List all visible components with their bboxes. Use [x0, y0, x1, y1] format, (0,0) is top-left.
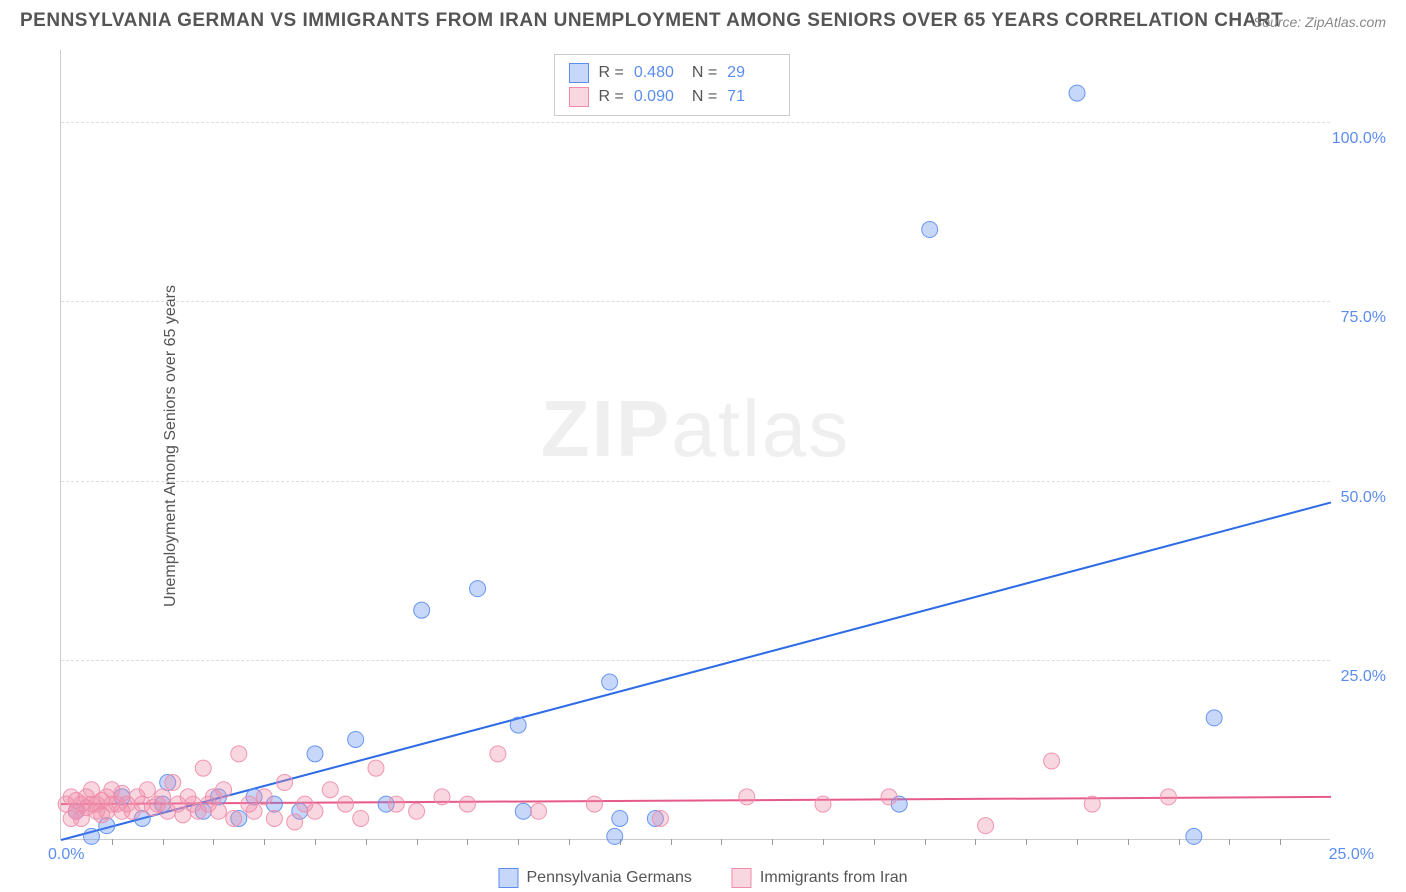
scatter-point	[490, 746, 506, 762]
scatter-point	[337, 796, 353, 812]
legend-swatch-2	[732, 868, 752, 888]
stats-legend-box: R = 0.480 N = 29 R = 0.090 N = 71	[553, 54, 790, 116]
scatter-point	[165, 775, 181, 791]
stats-row-2: R = 0.090 N = 71	[568, 85, 775, 109]
scatter-point	[470, 581, 486, 597]
scatter-point	[210, 803, 226, 819]
scatter-point	[881, 789, 897, 805]
scatter-point	[322, 782, 338, 798]
plot-area: ZIPatlas R = 0.480 N = 29 R = 0.090 N = …	[60, 50, 1330, 840]
scatter-point	[515, 803, 531, 819]
scatter-point	[1044, 753, 1060, 769]
swatch-series-2	[568, 87, 588, 107]
r-value-2: 0.090	[634, 88, 682, 106]
bottom-legend: Pennsylvania Germans Immigrants from Ira…	[498, 868, 907, 888]
scatter-point	[652, 810, 668, 826]
scatter-point	[388, 796, 404, 812]
scatter-point	[353, 810, 369, 826]
scatter-point	[510, 717, 526, 733]
scatter-point	[1084, 796, 1100, 812]
legend-label-2: Immigrants from Iran	[760, 869, 908, 887]
scatter-point	[231, 746, 247, 762]
chart-title: PENNSYLVANIA GERMAN VS IMMIGRANTS FROM I…	[20, 10, 1283, 32]
scatter-svg	[61, 50, 1330, 839]
ytick-label: 50.0%	[1341, 489, 1386, 507]
scatter-point	[287, 814, 303, 830]
scatter-point	[434, 789, 450, 805]
stats-row-1: R = 0.480 N = 29	[568, 61, 775, 85]
scatter-point	[607, 828, 623, 844]
legend-label-1: Pennsylvania Germans	[526, 869, 691, 887]
x-end-label: 25.0%	[1329, 846, 1374, 864]
scatter-point	[226, 810, 242, 826]
scatter-point	[531, 803, 547, 819]
legend-item-2: Immigrants from Iran	[732, 868, 908, 888]
scatter-point	[1069, 85, 1085, 101]
scatter-point	[348, 731, 364, 747]
scatter-point	[459, 796, 475, 812]
scatter-point	[216, 782, 232, 798]
scatter-point	[266, 810, 282, 826]
scatter-point	[246, 803, 262, 819]
scatter-point	[256, 789, 272, 805]
ytick-label: 75.0%	[1341, 309, 1386, 327]
x-origin-label: 0.0%	[48, 846, 84, 864]
n-label-1: N =	[692, 64, 717, 82]
r-label-1: R =	[598, 64, 623, 82]
scatter-point	[739, 789, 755, 805]
scatter-point	[83, 828, 99, 844]
n-label-2: N =	[692, 88, 717, 106]
scatter-point	[414, 602, 430, 618]
scatter-point	[602, 674, 618, 690]
scatter-point	[277, 775, 293, 791]
scatter-point	[978, 818, 994, 834]
chart-container: PENNSYLVANIA GERMAN VS IMMIGRANTS FROM I…	[0, 0, 1406, 892]
scatter-point	[307, 803, 323, 819]
scatter-point	[1206, 710, 1222, 726]
ytick-label: 100.0%	[1332, 130, 1386, 148]
ytick-label: 25.0%	[1341, 668, 1386, 686]
legend-item-1: Pennsylvania Germans	[498, 868, 691, 888]
scatter-point	[139, 782, 155, 798]
scatter-point	[368, 760, 384, 776]
n-value-2: 71	[727, 88, 775, 106]
scatter-point	[586, 796, 602, 812]
scatter-point	[409, 803, 425, 819]
swatch-series-1	[568, 63, 588, 83]
scatter-point	[1186, 828, 1202, 844]
scatter-point	[195, 760, 211, 776]
scatter-point	[155, 789, 171, 805]
n-value-1: 29	[727, 64, 775, 82]
scatter-point	[922, 222, 938, 238]
scatter-point	[1160, 789, 1176, 805]
scatter-point	[307, 746, 323, 762]
r-label-2: R =	[598, 88, 623, 106]
scatter-point	[612, 810, 628, 826]
legend-swatch-1	[498, 868, 518, 888]
r-value-1: 0.480	[634, 64, 682, 82]
source-label: Source: ZipAtlas.com	[1253, 14, 1386, 30]
scatter-point	[815, 796, 831, 812]
